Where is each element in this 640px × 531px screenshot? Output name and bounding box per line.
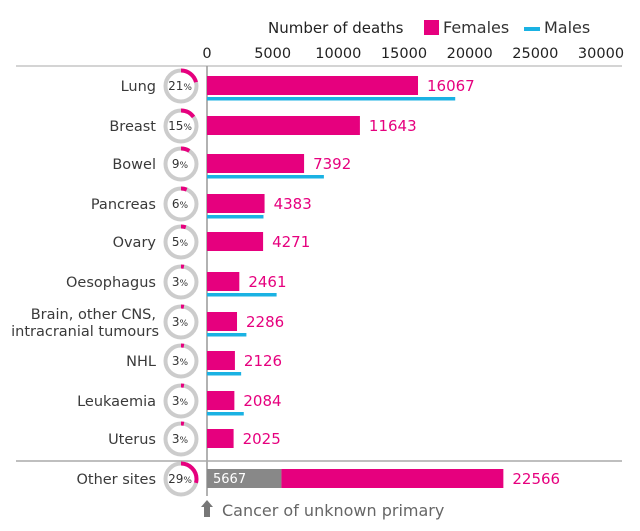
axis-title: Number of deaths [268,19,404,37]
female-value-label: 2126 [244,352,282,370]
legend-females-swatch [424,20,439,35]
percent-sign: % [180,161,189,171]
category-label: Leukaemia [77,394,156,410]
x-tick-label: 15000 [381,46,427,62]
female-bar [207,116,360,135]
percent-arc [163,304,199,340]
female-bar [207,391,235,410]
male-bar [207,372,242,376]
female-bar [207,76,419,95]
unknown-primary-note: Cancer of unknown primary [222,501,444,520]
x-tick-label: 25000 [512,46,558,62]
female-bar [207,272,240,291]
category-label: Brain, other CNS, [31,307,156,323]
female-bar [207,154,305,173]
x-tick-label: 5000 [254,46,291,62]
male-bar [207,215,264,219]
percent-sign: % [183,123,192,133]
female-value-label: 16067 [427,77,475,95]
male-bar [207,175,324,179]
percent-sign: % [180,319,189,329]
percent-sign: % [180,279,189,289]
percent-label: 3% [172,275,189,289]
category-label: Other sites [76,472,156,488]
category-label: Lung [121,79,156,95]
male-bar [207,333,247,337]
up-arrow-icon [201,500,213,517]
unknown-primary-value: 5667 [213,472,246,487]
female-value-label: 2084 [243,392,281,410]
female-value-label: 2025 [243,430,281,448]
legend-females-label: Females [443,18,509,37]
percent-label: 3% [172,394,189,408]
x-tick-label: 0 [202,46,211,62]
female-bar [207,351,235,370]
category-label: Bowel [112,157,156,173]
legend-males-label: Males [544,18,590,37]
x-tick-label: 10000 [315,46,361,62]
percent-arc [163,461,199,497]
percent-arc [163,224,199,260]
percent-label: 29% [168,472,192,486]
category-label: Uterus [108,432,156,448]
female-value-label: 4383 [274,195,312,213]
female-bar [281,469,504,488]
percent-label: 15% [168,119,192,133]
percent-arc [163,186,199,222]
percent-arc [163,68,199,104]
female-bar [207,194,265,213]
percent-sign: % [180,398,189,408]
male-bar [207,97,456,101]
female-value-label: 2461 [248,273,286,291]
female-value-label: 7392 [313,155,351,173]
female-bar [207,232,264,251]
percent-sign: % [180,436,189,446]
male-bar [207,293,277,297]
percent-sign: % [180,358,189,368]
percent-arc [163,383,199,419]
percent-label: 6% [172,197,189,211]
percent-label: 3% [172,432,189,446]
percent-sign: % [183,476,192,486]
percent-arc [163,146,199,182]
percent-label: 5% [172,235,189,249]
female-bar [207,429,234,448]
unknown-primary-bar [207,469,282,488]
percent-label: 3% [172,315,189,329]
percent-label: 3% [172,354,189,368]
female-value-label: 11643 [369,117,417,135]
female-value-label: 4271 [272,233,310,251]
percent-arc [163,108,199,144]
legend-males-swatch [524,27,540,31]
female-value-label: 22566 [512,470,560,488]
category-label: Breast [109,119,156,135]
percent-arc [163,343,199,379]
percent-arc [163,421,199,457]
percent-sign: % [180,201,189,211]
percent-sign: % [180,239,189,249]
female-value-label: 2286 [246,313,284,331]
male-bar [207,412,244,416]
percent-sign: % [183,83,192,93]
percent-arc [163,264,199,300]
category-label: Pancreas [91,197,156,213]
category-label: Oesophagus [66,275,156,291]
percent-label: 9% [172,157,189,171]
female-bar [207,312,238,331]
category-label: intracranial tumours [11,324,159,340]
category-label: Ovary [113,235,157,251]
x-tick-label: 20000 [447,46,493,62]
x-tick-label: 30000 [578,46,624,62]
category-label: NHL [126,354,156,370]
percent-label: 21% [168,79,192,93]
